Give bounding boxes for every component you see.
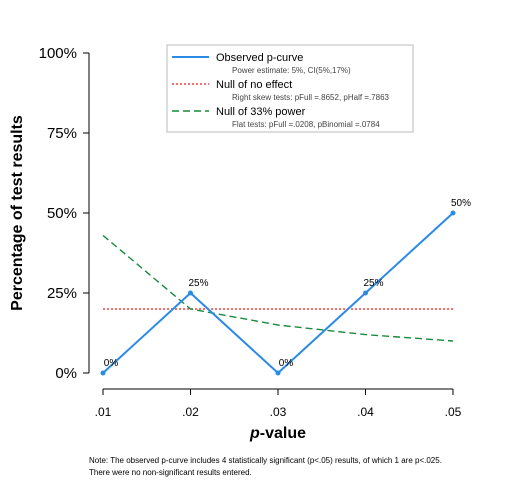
x-axis-title-rest: -value <box>260 425 306 442</box>
series-line-2 <box>102 234 454 342</box>
observed-point <box>363 290 368 296</box>
x-tick-label: .05 <box>445 405 462 419</box>
observed-point-label: 0% <box>279 358 294 369</box>
y-tick-label: 75% <box>47 125 77 142</box>
legend-subtitle-0: Power estimate: 5%, CI(5%,17%) <box>232 66 351 75</box>
x-tick-label: .04 <box>357 405 374 419</box>
x-tick-label: .03 <box>270 405 287 419</box>
y-tick-label: 100% <box>39 45 77 62</box>
observed-point-label: 25% <box>363 278 383 289</box>
x-tick-label: .01 <box>95 405 112 419</box>
observed-point <box>450 210 456 216</box>
note-line-1: Note: The observed p-curve includes 4 st… <box>89 456 442 465</box>
legend-label-1: Null of no effect <box>216 79 292 91</box>
legend-subtitle-2: Flat tests: pFull =.0208, pBinomial =.07… <box>232 120 380 129</box>
y-tick-label: 25% <box>47 285 77 302</box>
note-line-2: There were no non-significant results en… <box>89 468 252 477</box>
observed-point <box>100 370 106 376</box>
chart-note: Note: The observed p-curve includes 4 st… <box>89 455 442 479</box>
legend-label-0: Observed p-curve <box>216 52 303 64</box>
y-axis-title: Percentage of test results <box>9 115 26 311</box>
observed-point-label: 50% <box>451 198 471 209</box>
y-tick-label: 0% <box>55 365 77 382</box>
x-axis-title-italic: p <box>249 425 260 442</box>
x-tick-label: .02 <box>182 405 199 419</box>
y-tick-label: 50% <box>47 205 77 222</box>
observed-point-label: 0% <box>104 358 119 369</box>
series-line-0 <box>102 212 454 375</box>
x-axis-title: p-value <box>249 425 306 442</box>
observed-point <box>188 290 193 296</box>
observed-point-label: 25% <box>188 278 208 289</box>
legend-subtitle-1: Right skew tests: pFull =.8652, pHalf =.… <box>232 93 390 102</box>
observed-point <box>275 370 281 376</box>
legend-box <box>166 44 414 133</box>
legend-label-2: Null of 33% power <box>216 106 306 118</box>
